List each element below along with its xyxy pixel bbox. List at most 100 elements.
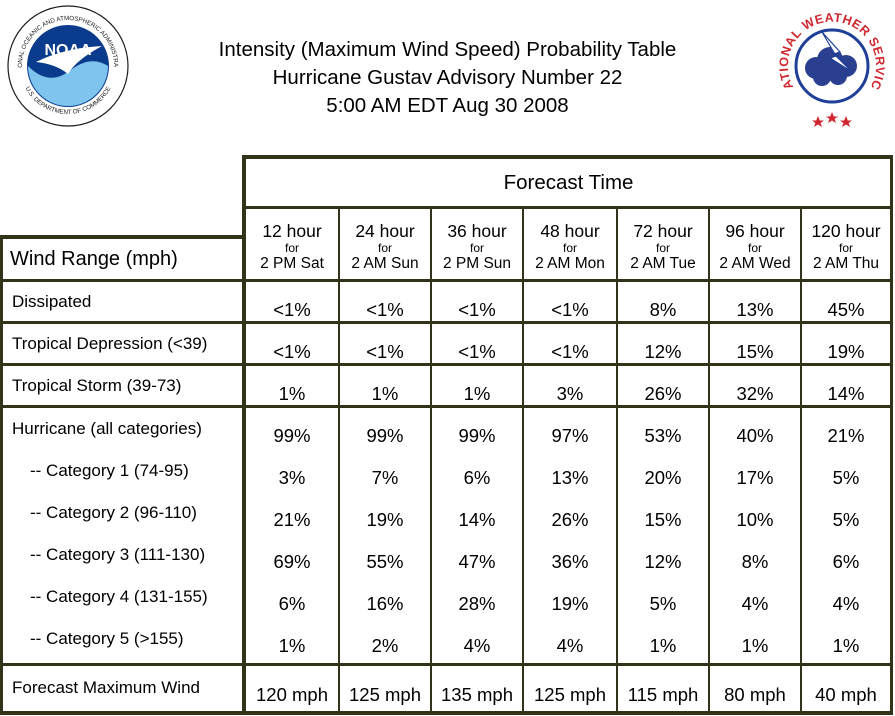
table-cell: <1% bbox=[458, 299, 496, 320]
table-cell: 125 mph bbox=[349, 684, 421, 705]
table-cell: 36% bbox=[551, 551, 589, 572]
table-cell: 15% bbox=[736, 341, 774, 362]
column-header-hour: 120 hour bbox=[811, 221, 881, 241]
column-header: 12 hour for 2 PM Sat bbox=[246, 212, 338, 278]
title-line-2: Hurricane Gustav Advisory Number 22 bbox=[272, 66, 623, 89]
column-header-for: for bbox=[747, 241, 762, 255]
row-label: Hurricane (all categories) bbox=[12, 419, 202, 438]
table-cell: 13% bbox=[551, 467, 589, 488]
table-cell: 26% bbox=[644, 383, 682, 404]
column-header: 36 hour for 2 PM Sun bbox=[432, 212, 522, 278]
row-label: -- Category 3 (111-130) bbox=[30, 545, 206, 564]
table-cell: <1% bbox=[551, 299, 589, 320]
column-header-when: 2 AM Sun bbox=[351, 255, 419, 272]
table-cell: 20% bbox=[644, 467, 682, 488]
column-header-when: 2 AM Wed bbox=[719, 255, 791, 272]
nws-logo: NATIONAL WEATHER SERVICE bbox=[772, 6, 889, 127]
column-header: 48 hour for 2 AM Mon bbox=[524, 212, 616, 278]
table-cell: 15% bbox=[644, 509, 682, 530]
table-cell: 26% bbox=[551, 509, 589, 530]
column-header-hour: 12 hour bbox=[262, 221, 322, 241]
table-cell: <1% bbox=[273, 299, 311, 320]
noaa-logo-center-text: NOAA bbox=[44, 42, 92, 59]
column-header: 120 hour for 2 AM Thu bbox=[802, 212, 890, 278]
table-cell: <1% bbox=[551, 341, 589, 362]
table-cell: 115 mph bbox=[627, 684, 699, 705]
noaa-logo: NOAA NATIONAL OCEANIC AND ATMOSPHERIC AD… bbox=[6, 4, 129, 127]
row-label: Forecast Maximum Wind bbox=[12, 678, 200, 697]
table-cell: 14% bbox=[827, 383, 865, 404]
table-cell: 120 mph bbox=[256, 684, 328, 705]
table-cell: 1% bbox=[649, 635, 677, 656]
table-cell: 135 mph bbox=[441, 684, 513, 705]
column-header-for: for bbox=[838, 241, 853, 255]
column-header-when: 2 PM Sat bbox=[260, 255, 324, 272]
table-cell: 3% bbox=[278, 467, 306, 488]
table-cell: 99% bbox=[458, 425, 496, 446]
table-cell: 1% bbox=[463, 383, 491, 404]
table-cell: 3% bbox=[556, 383, 584, 404]
column-header-when: 2 AM Mon bbox=[535, 255, 605, 272]
table-cell: 1% bbox=[278, 635, 306, 656]
table-cell: 6% bbox=[832, 551, 860, 572]
table-cell: 12% bbox=[644, 551, 682, 572]
table-cell: 40% bbox=[736, 425, 774, 446]
table-cell: 5% bbox=[649, 593, 677, 614]
wind-range-header: Wind Range (mph) bbox=[10, 248, 178, 270]
table-cell: 21% bbox=[273, 509, 311, 530]
column-header-for: for bbox=[655, 241, 670, 255]
table-cell: 99% bbox=[366, 425, 404, 446]
table-cell: 1% bbox=[371, 383, 399, 404]
table-cell: 97% bbox=[551, 425, 589, 446]
table-cell: 5% bbox=[832, 467, 860, 488]
row-label: Tropical Storm (39-73) bbox=[12, 376, 182, 395]
table-cell: <1% bbox=[366, 341, 404, 362]
table-cell: 13% bbox=[736, 299, 774, 320]
column-header-when: 2 AM Thu bbox=[812, 255, 880, 272]
table-cell: 53% bbox=[644, 425, 682, 446]
row-label: Dissipated bbox=[12, 292, 92, 311]
column-header-hour: 24 hour bbox=[355, 221, 415, 241]
table-cell: 8% bbox=[649, 299, 677, 320]
table-cell: 21% bbox=[827, 425, 865, 446]
table-cell: 125 mph bbox=[534, 684, 606, 705]
column-header-hour: 72 hour bbox=[633, 221, 693, 241]
table-cell: <1% bbox=[273, 341, 311, 362]
row-label: -- Category 5 (>155) bbox=[30, 629, 184, 648]
row-label: -- Category 4 (131-155) bbox=[30, 587, 208, 606]
table-cell: 4% bbox=[741, 593, 769, 614]
table-cell: 12% bbox=[644, 341, 682, 362]
table-cell: 17% bbox=[736, 467, 774, 488]
table-cell: 5% bbox=[832, 509, 860, 530]
nws-logo-stars bbox=[812, 112, 852, 127]
table-cell: 1% bbox=[832, 635, 860, 656]
title-line-1: Intensity (Maximum Wind Speed) Probabili… bbox=[218, 38, 677, 61]
table-cell: 6% bbox=[278, 593, 306, 614]
table-cell: 80 mph bbox=[724, 684, 786, 705]
table-cell: 19% bbox=[827, 341, 865, 362]
table-cell: 32% bbox=[736, 383, 774, 404]
table-cell: 16% bbox=[366, 593, 404, 614]
table-cell: 4% bbox=[832, 593, 860, 614]
table-cell: <1% bbox=[458, 341, 496, 362]
table-cell: 4% bbox=[556, 635, 584, 656]
table-cell: 19% bbox=[366, 509, 404, 530]
table-cell: 14% bbox=[458, 509, 496, 530]
table-cell: 6% bbox=[463, 467, 491, 488]
table-cell: 1% bbox=[741, 635, 769, 656]
column-header: 24 hour for 2 AM Sun bbox=[340, 212, 430, 278]
row-label: -- Category 1 (74-95) bbox=[30, 461, 189, 480]
table-cell: 28% bbox=[458, 593, 496, 614]
table-cell: <1% bbox=[366, 299, 404, 320]
table-cell: 19% bbox=[551, 593, 589, 614]
table-cell: 40 mph bbox=[815, 684, 877, 705]
column-header-hour: 48 hour bbox=[540, 221, 600, 241]
column-header-hour: 96 hour bbox=[725, 221, 785, 241]
column-header-for: for bbox=[469, 241, 484, 255]
column-header: 96 hour for 2 AM Wed bbox=[710, 212, 800, 278]
table-cell: 47% bbox=[458, 551, 496, 572]
column-header-when: 2 PM Sun bbox=[442, 255, 512, 272]
title-line-3: 5:00 AM EDT Aug 30 2008 bbox=[326, 94, 569, 117]
table-cell: 99% bbox=[273, 425, 311, 446]
table-cell: 4% bbox=[463, 635, 491, 656]
